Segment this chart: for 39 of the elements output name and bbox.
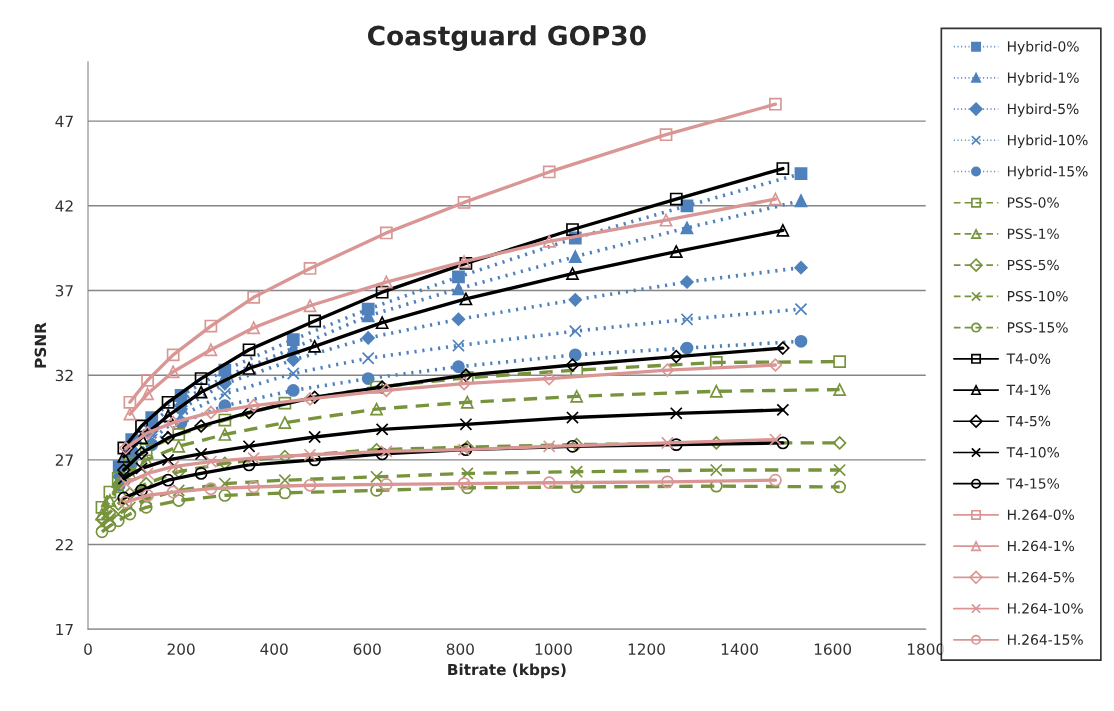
legend-label: PSS-15% xyxy=(1007,322,1068,333)
legend-label: T4-15% xyxy=(1006,478,1060,489)
legend-label: Hybrid-15% xyxy=(1007,165,1088,180)
y-tick-label: 37 xyxy=(55,284,73,297)
x-tick-label: 400 xyxy=(260,643,288,655)
legend-label: T4-1% xyxy=(1006,384,1051,396)
x-tick-label: 1200 xyxy=(628,643,665,655)
x-tick-label: 0 xyxy=(84,643,92,655)
legend-label: PSS-0% xyxy=(1007,197,1059,208)
y-tick-label: 17 xyxy=(56,623,73,636)
x-tick-label: 1600 xyxy=(814,643,852,655)
legend-label: PSS-1% xyxy=(1007,228,1059,240)
legend-label: PSS-10% xyxy=(1007,290,1068,302)
legend-label: H.264-5% xyxy=(1007,571,1075,583)
x-tick-label: 600 xyxy=(353,643,381,655)
x-tick-label: 800 xyxy=(446,643,474,655)
y-axis-title: PSNR xyxy=(34,322,47,368)
legend-label: T4-5% xyxy=(1006,415,1051,427)
legend-label: T4-0% xyxy=(1006,353,1051,364)
y-tick-label: 27 xyxy=(55,454,73,466)
x-tick-label: 1000 xyxy=(535,643,572,655)
y-tick-label: 42 xyxy=(55,200,73,212)
legend-label: H.264-10% xyxy=(1007,603,1083,614)
x-tick-label: 1400 xyxy=(721,643,758,655)
legend-label: Hybrid-0% xyxy=(1007,40,1079,55)
y-tick-label: 22 xyxy=(55,539,73,551)
legend-label: Hybird-5% xyxy=(1007,103,1079,117)
x-axis-title: Bitrate (kbps) xyxy=(448,663,566,679)
x-tick-label: 200 xyxy=(167,643,195,655)
legend-label: Hybrid-10% xyxy=(1007,134,1088,149)
legend-label: H.264-1% xyxy=(1007,540,1075,552)
legend-label: H.264-0% xyxy=(1007,509,1075,520)
legend-label: Hybrid-1% xyxy=(1007,72,1079,86)
y-tick-label: 47 xyxy=(55,115,73,127)
legend-label: H.264-15% xyxy=(1007,634,1083,645)
legend-label: PSS-5% xyxy=(1007,259,1059,271)
chart-title: Coastguard GOP30 xyxy=(368,25,646,51)
legend-label: T4-10% xyxy=(1006,447,1060,458)
y-tick-label: 32 xyxy=(55,369,73,382)
